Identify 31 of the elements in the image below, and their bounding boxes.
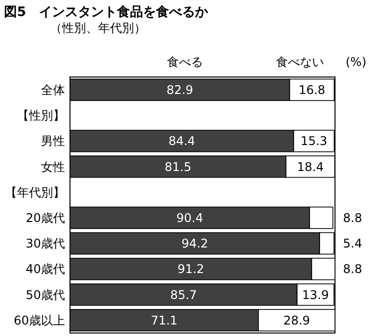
data-label: 71.1 bbox=[150, 313, 178, 328]
data-label: 18.4 bbox=[296, 160, 324, 174]
y-tick-label: 50歳代 bbox=[26, 288, 65, 302]
text: (%) bbox=[346, 55, 366, 69]
y-tick-label: 20歳代 bbox=[26, 211, 65, 225]
data-label: 28.9 bbox=[283, 313, 310, 328]
chart-title: 図5 インスタント食品を食べるか bbox=[4, 5, 210, 20]
series-label: 食べない bbox=[276, 55, 324, 69]
data-label: 16.8 bbox=[298, 83, 326, 97]
y-tick-label: 30歳代 bbox=[26, 236, 65, 251]
data-label: 84.4 bbox=[168, 134, 196, 148]
data-label: 91.2 bbox=[177, 262, 204, 276]
y-tick-label: 女性 bbox=[41, 160, 65, 174]
y-tick-label: 【年代別】 bbox=[5, 185, 65, 200]
data-label: 94.2 bbox=[181, 236, 208, 251]
data-label: 81.5 bbox=[164, 160, 192, 174]
data-label: 5.4 bbox=[343, 236, 362, 251]
data-label: 82.9 bbox=[166, 83, 194, 97]
data-label: 85.7 bbox=[170, 288, 197, 302]
y-tick-label: 40歳代 bbox=[26, 262, 65, 276]
y-tick-label: 男性 bbox=[41, 134, 65, 148]
data-label: 13.9 bbox=[302, 288, 329, 302]
y-tick-label: 60歳以上 bbox=[14, 313, 65, 328]
y-tick-label: 全体 bbox=[41, 83, 65, 97]
data-label: 8.8 bbox=[343, 211, 362, 225]
data-label: 15.3 bbox=[300, 134, 328, 148]
data-label: 90.4 bbox=[176, 211, 204, 225]
series-label: 食べる bbox=[167, 55, 203, 69]
y-tick-label: 【性別】 bbox=[17, 108, 65, 123]
chart-subtitle: （性別、年代別） bbox=[50, 21, 146, 35]
data-label: 8.8 bbox=[343, 262, 362, 276]
